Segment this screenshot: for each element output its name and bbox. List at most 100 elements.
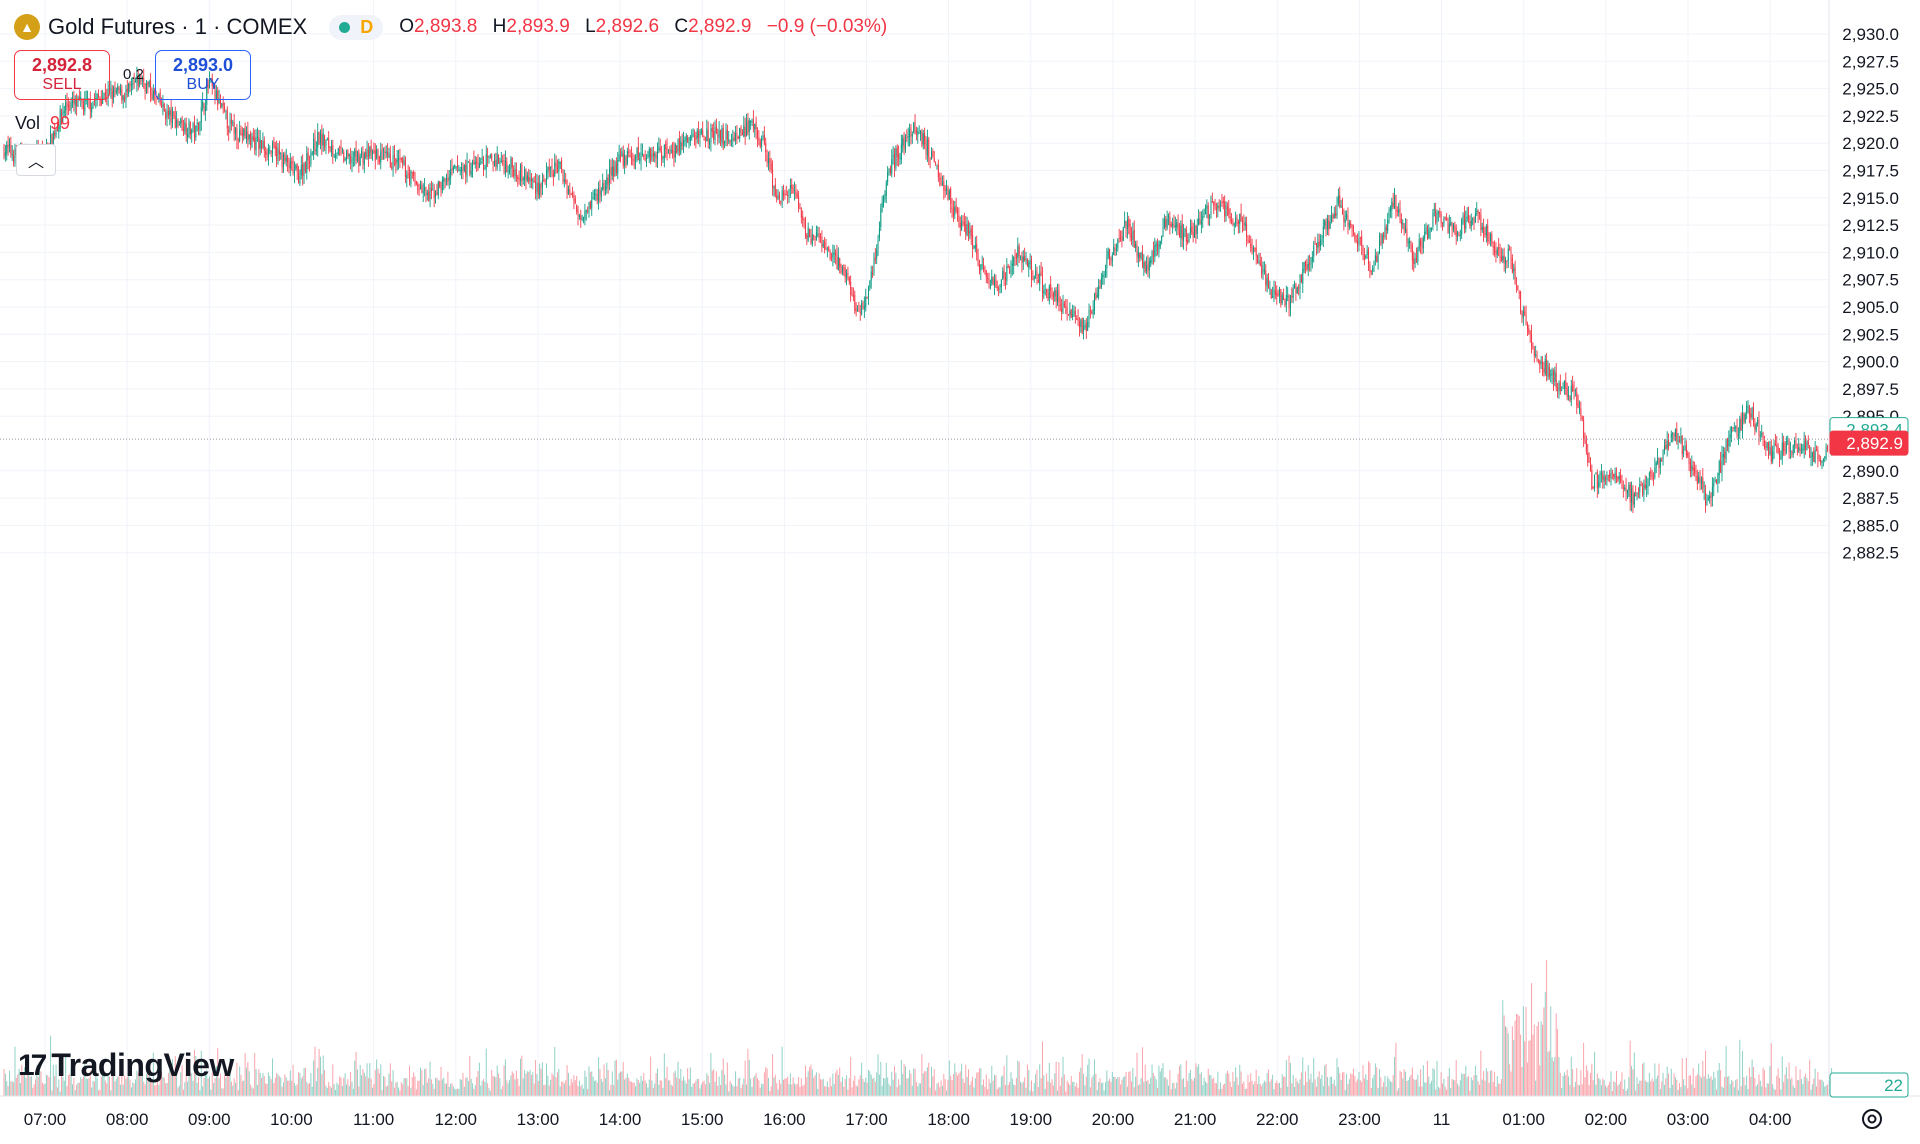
candle-body bbox=[952, 208, 954, 217]
volume-bar bbox=[1528, 1040, 1530, 1096]
volume-bar bbox=[476, 1077, 478, 1096]
market-status[interactable]: D bbox=[329, 14, 384, 40]
volume-bar bbox=[481, 1081, 483, 1096]
candle-body bbox=[559, 161, 561, 164]
volume-bar bbox=[326, 1088, 328, 1096]
candle-body bbox=[1062, 301, 1064, 314]
candle-body bbox=[565, 180, 567, 183]
candle-body bbox=[1372, 267, 1374, 271]
candle-body bbox=[695, 136, 697, 140]
volume-bar bbox=[866, 1082, 868, 1096]
candle-body bbox=[932, 151, 934, 157]
volume-bar bbox=[1269, 1081, 1271, 1096]
candle-body bbox=[939, 178, 941, 180]
volume-bar bbox=[366, 1063, 368, 1096]
candle-body bbox=[543, 180, 545, 182]
volume-bar bbox=[362, 1069, 364, 1096]
volume-bar bbox=[858, 1079, 860, 1096]
volume-bar bbox=[691, 1086, 693, 1096]
volume-bar bbox=[1505, 1026, 1507, 1096]
candle-body bbox=[483, 157, 484, 170]
candle-body bbox=[784, 193, 786, 196]
volume-bar bbox=[28, 1071, 30, 1096]
volume-bar bbox=[622, 1062, 624, 1096]
volume-bar bbox=[443, 1077, 445, 1096]
candle-body bbox=[1183, 233, 1185, 241]
candle-body bbox=[1102, 274, 1104, 278]
volume-bar bbox=[322, 1055, 324, 1096]
candle-body bbox=[1817, 449, 1819, 459]
candle-body bbox=[610, 167, 612, 175]
volume-bar bbox=[1506, 1027, 1508, 1096]
volume-bar bbox=[1058, 1062, 1060, 1096]
candle-body bbox=[996, 286, 998, 289]
symbol-title[interactable]: Gold Futures · 1 · COMEX bbox=[48, 14, 308, 39]
price-tick-label: 2,905.0 bbox=[1842, 298, 1899, 317]
volume-bar bbox=[1132, 1068, 1134, 1096]
volume-bar bbox=[254, 1052, 256, 1096]
volume-bar bbox=[987, 1089, 989, 1096]
candle-body bbox=[1011, 263, 1013, 266]
volume-bar bbox=[984, 1086, 986, 1096]
volume-bar bbox=[652, 1087, 654, 1096]
candle-body bbox=[613, 166, 615, 177]
tradingview-logo[interactable]: 17 TradingView bbox=[18, 1047, 234, 1084]
candle-body bbox=[1625, 487, 1627, 492]
volume-bar bbox=[1709, 1078, 1711, 1096]
candle-body bbox=[600, 190, 602, 197]
volume-bar bbox=[830, 1086, 832, 1096]
volume-bar bbox=[488, 1088, 490, 1096]
candle-body bbox=[899, 158, 901, 161]
candle-body bbox=[76, 100, 78, 107]
volume-bar bbox=[184, 1082, 186, 1096]
candle-body bbox=[137, 75, 139, 87]
time-tick-label: 18:00 bbox=[927, 1110, 970, 1129]
candle-body bbox=[815, 232, 817, 240]
candle-body bbox=[1692, 466, 1694, 471]
volume-bar bbox=[1195, 1063, 1197, 1096]
candle-body bbox=[1273, 289, 1275, 298]
volume-bar bbox=[346, 1084, 347, 1096]
candle-body bbox=[1522, 310, 1524, 319]
volume-bar bbox=[519, 1058, 521, 1096]
candle-body bbox=[1396, 210, 1398, 212]
volume-bar bbox=[82, 1076, 84, 1096]
volume-bar bbox=[1329, 1076, 1331, 1096]
volume-bar bbox=[1509, 1064, 1511, 1096]
time-tick-label: 09:00 bbox=[188, 1110, 231, 1129]
candle-body bbox=[293, 170, 295, 174]
volume-bar bbox=[1577, 1085, 1579, 1096]
volume-bar bbox=[341, 1085, 343, 1096]
volume-bar bbox=[583, 1088, 585, 1096]
volume-bar bbox=[739, 1077, 741, 1096]
volume-bar bbox=[1478, 1084, 1480, 1096]
volume-bar bbox=[1610, 1071, 1612, 1096]
volume-bar bbox=[706, 1073, 708, 1096]
candle-body bbox=[344, 159, 346, 161]
volume-bar bbox=[641, 1080, 643, 1096]
candle-body bbox=[761, 138, 763, 147]
candle-body bbox=[72, 98, 73, 104]
candle-body bbox=[206, 84, 208, 105]
volume-bar bbox=[465, 1077, 467, 1096]
chart-settings-gear-icon[interactable] bbox=[1859, 1106, 1885, 1132]
volume-bar bbox=[446, 1083, 448, 1096]
volume-bar bbox=[489, 1090, 491, 1096]
volume-bar bbox=[1368, 1061, 1370, 1096]
candle-body bbox=[1491, 234, 1493, 244]
candle-body bbox=[696, 130, 698, 139]
candle-body bbox=[161, 105, 163, 108]
volume-bar bbox=[996, 1089, 998, 1096]
volume-bar bbox=[837, 1074, 839, 1096]
buy-button[interactable]: 2,893.0 BUY bbox=[155, 50, 251, 100]
volume-bar bbox=[1139, 1084, 1141, 1096]
candle-body bbox=[1550, 374, 1552, 376]
volume-bar bbox=[930, 1066, 932, 1096]
volume-legend[interactable]: Vol 99 bbox=[15, 113, 70, 134]
candle-body bbox=[720, 130, 722, 141]
volume-bar bbox=[514, 1079, 516, 1096]
sell-button[interactable]: 2,892.8 SELL bbox=[14, 50, 110, 100]
collapse-legend-button[interactable]: ︿ bbox=[16, 144, 56, 176]
candle-body bbox=[252, 136, 254, 140]
